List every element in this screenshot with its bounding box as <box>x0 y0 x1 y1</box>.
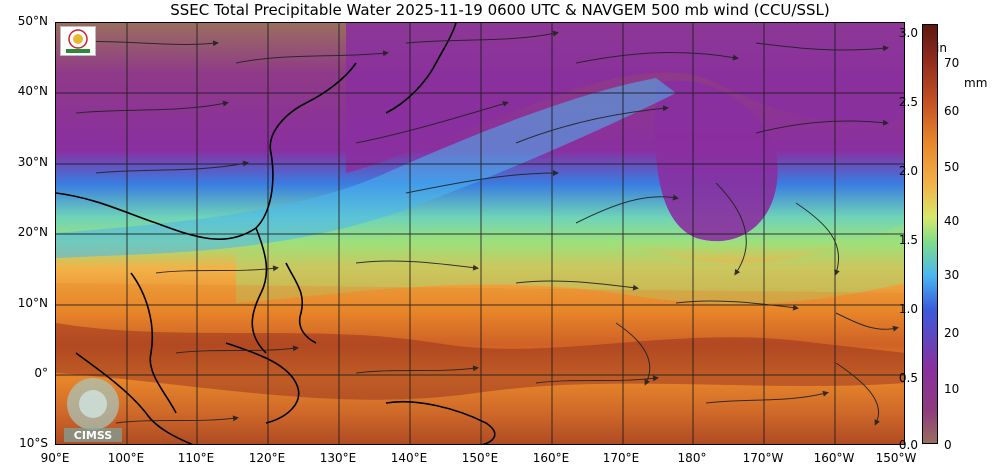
lat-label-40n: 40°N <box>17 84 48 98</box>
lon-label-100e: 100°E <box>107 451 145 465</box>
colorbar-mm-tick: 30 <box>944 268 960 282</box>
colorbar-mm-tick: 50 <box>944 160 960 174</box>
lat-label-20n: 20°N <box>17 225 48 239</box>
colorbar-mm-tick: 10 <box>944 382 960 396</box>
svg-text:CIMSS: CIMSS <box>74 429 113 442</box>
coastlines <box>56 23 496 444</box>
colorbar-in-tick: 0.5 <box>898 371 918 385</box>
lat-label-10n: 10°N <box>17 296 48 310</box>
colorbar-in-tick: 2.5 <box>898 95 918 109</box>
lon-label-170w: 170°W <box>742 451 784 465</box>
colorbar-in-tick: 0.0 <box>898 438 918 452</box>
colorbar-in-tick: 3.0 <box>898 26 918 40</box>
colorbar-in-tick: 1.0 <box>898 302 918 316</box>
colorbar-in-tick: 2.0 <box>898 164 918 178</box>
lon-label-120e: 120°E <box>248 451 286 465</box>
colorbar-mm-tick: 20 <box>944 326 960 340</box>
lon-label-140e: 140°E <box>390 451 428 465</box>
colorbar-mm-tick: 60 <box>944 104 960 118</box>
agency-logo <box>60 26 96 56</box>
colorbar-mm-tick: 0 <box>944 438 952 452</box>
map-title: SSEC Total Precipitable Water 2025-11-19… <box>170 1 830 19</box>
map-canvas <box>56 23 904 444</box>
lon-label-90e: 90°E <box>40 451 70 465</box>
lon-label-160e: 160°E <box>532 451 570 465</box>
cimss-logo: CIMSS <box>58 372 128 444</box>
lon-label-160w: 160°W <box>813 451 855 465</box>
colorbar-mm-tick: 70 <box>944 56 960 70</box>
lon-label-130e: 130°E <box>319 451 357 465</box>
lon-label-180: 180° <box>677 451 707 465</box>
lat-label-30n: 30°N <box>17 155 48 169</box>
colorbar-mm-tick: 40 <box>944 214 960 228</box>
colorbar-unit-mm: mm <box>964 76 988 90</box>
lon-label-110e: 110°E <box>177 451 215 465</box>
precipitable-water-map <box>55 22 905 445</box>
lon-label-150w: 150°W <box>875 451 917 465</box>
lat-label-50n: 50°N <box>17 14 48 28</box>
lon-label-150e: 150°E <box>461 451 499 465</box>
colorbar-in-tick: 1.5 <box>898 233 918 247</box>
lat-label-10s: 10°S <box>19 436 48 450</box>
wind-streamlines <box>65 30 899 426</box>
colorbar <box>922 24 938 444</box>
lon-label-170e: 170°E <box>602 451 640 465</box>
colorbar-unit-in: in <box>936 41 947 55</box>
lat-label-equator: 0° <box>34 366 48 380</box>
graticule <box>56 23 904 444</box>
